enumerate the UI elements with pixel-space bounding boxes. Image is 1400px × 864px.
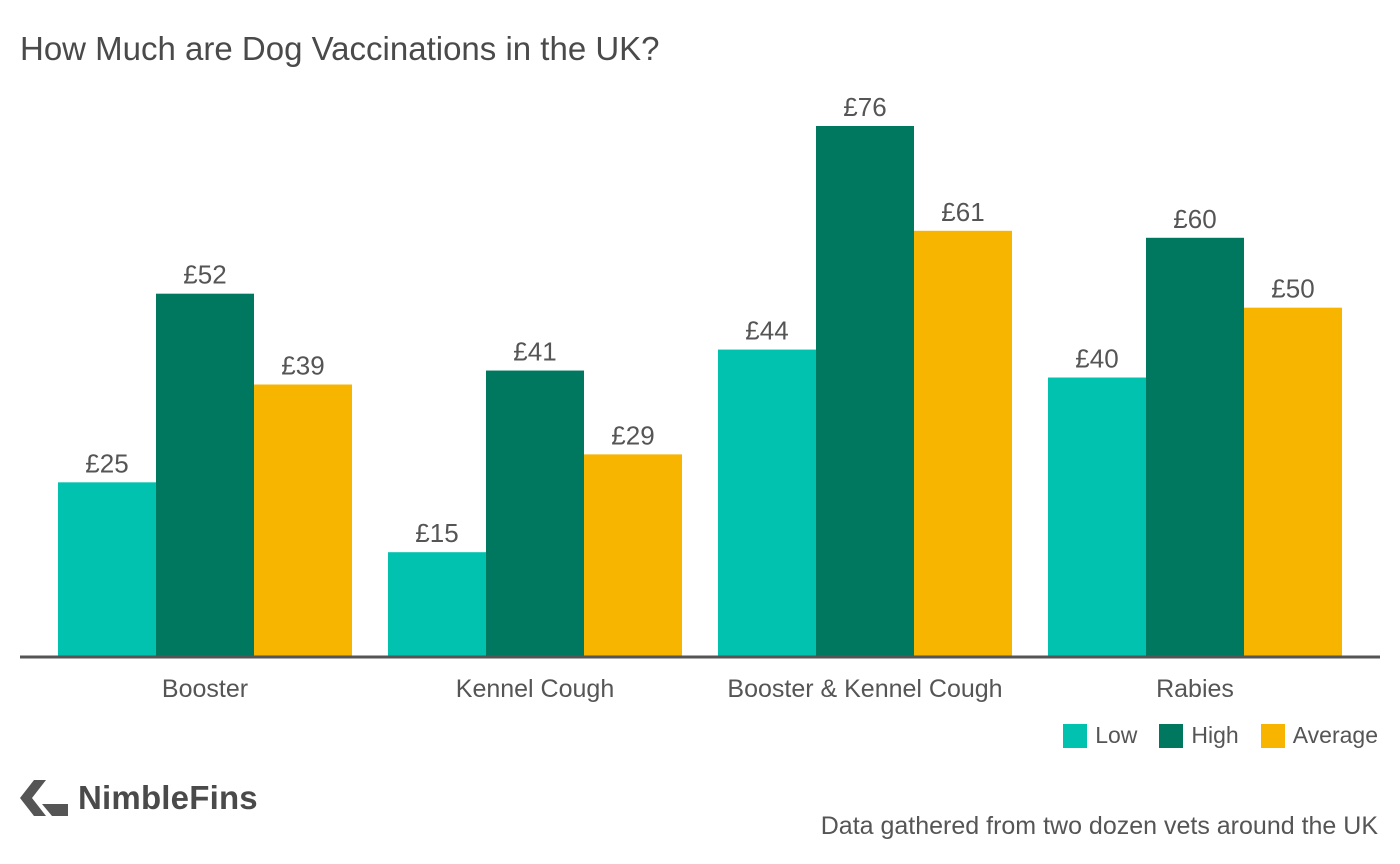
legend-label-average: Average	[1292, 722, 1378, 748]
x-tick-label-1: Kennel Cough	[456, 675, 614, 703]
legend: Low High Average	[1041, 722, 1378, 749]
legend-swatch-average	[1260, 723, 1285, 748]
data-label-average-2: £61	[941, 197, 984, 227]
legend-label-high: High	[1191, 722, 1239, 748]
bar-low-2	[718, 349, 816, 657]
bar-average-3	[1244, 307, 1342, 657]
legend-item-low: Low	[1063, 722, 1137, 749]
data-label-high-0: £52	[183, 260, 226, 290]
data-label-high-3: £60	[1173, 204, 1216, 234]
bar-low-3	[1048, 377, 1146, 657]
data-label-low-1: £15	[415, 518, 458, 548]
x-tick-label-0: Booster	[162, 675, 248, 703]
data-label-low-0: £25	[85, 448, 128, 478]
data-label-high-1: £41	[513, 337, 556, 367]
data-label-average-1: £29	[611, 420, 654, 450]
bar-low-1	[388, 552, 486, 657]
legend-swatch-high	[1159, 723, 1184, 748]
legend-item-high: High	[1159, 722, 1239, 749]
x-tick-label-3: Rabies	[1156, 675, 1234, 703]
legend-label-low: Low	[1095, 722, 1138, 748]
data-label-low-2: £44	[745, 316, 788, 346]
brand-logo: NimbleFins	[20, 778, 258, 818]
bar-average-2	[914, 230, 1012, 658]
nimblefins-chevron-icon	[20, 780, 68, 816]
source-note: Data gathered from two dozen vets around…	[820, 812, 1378, 840]
data-label-average-0: £39	[281, 351, 324, 381]
bar-average-0	[254, 384, 352, 657]
bar-high-1	[486, 370, 584, 657]
bar-low-0	[58, 482, 156, 657]
legend-item-average: Average	[1260, 722, 1378, 749]
data-label-high-2: £76	[843, 92, 886, 122]
brand-name: NimbleFins	[78, 779, 258, 816]
data-label-average-3: £50	[1271, 274, 1314, 304]
bar-high-2	[816, 126, 914, 657]
bar-high-3	[1146, 237, 1244, 657]
data-label-low-3: £40	[1075, 344, 1118, 374]
x-tick-label-2: Booster & Kennel Cough	[727, 675, 1002, 703]
chart-title: How Much are Dog Vaccinations in the UK?	[20, 30, 660, 67]
bar-high-0	[156, 293, 254, 657]
legend-swatch-low	[1063, 723, 1088, 748]
bar-average-1	[584, 454, 682, 657]
